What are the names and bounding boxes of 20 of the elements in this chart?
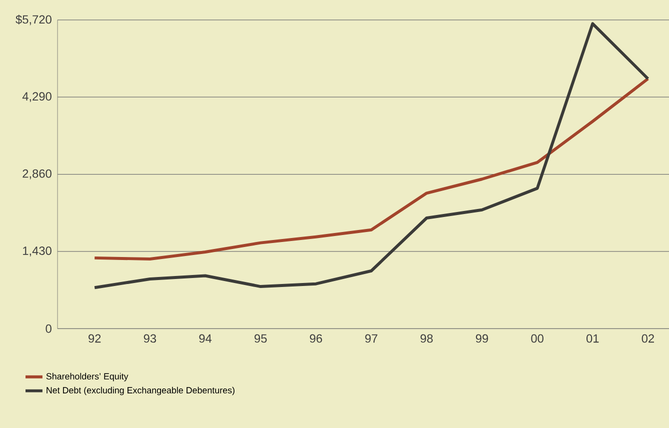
x-tick-label: 92 bbox=[88, 334, 101, 343]
legend-label: Shareholders’ Equity bbox=[46, 372, 128, 382]
y-tick-label: 4,290 bbox=[22, 92, 52, 102]
y-tick-label: $5,720 bbox=[16, 14, 52, 25]
x-tick-label: 98 bbox=[420, 334, 433, 343]
y-tick-label: 0 bbox=[46, 324, 52, 333]
y-tick-label: 1,430 bbox=[23, 246, 52, 256]
x-tick-label: 00 bbox=[531, 334, 544, 343]
x-tick-label: 96 bbox=[310, 334, 322, 343]
line-series bbox=[93, 77, 650, 260]
line-series bbox=[93, 22, 650, 289]
legend-label: Net Debt (excluding Exchangeable Debentures) bbox=[46, 386, 234, 396]
y-tick-label: 2,860 bbox=[22, 169, 52, 180]
x-tick-label: 97 bbox=[365, 334, 378, 343]
x-tick-label: 95 bbox=[254, 334, 267, 343]
x-tick-label: 02 bbox=[642, 334, 654, 343]
x-tick-label: 94 bbox=[199, 334, 212, 343]
x-tick-label: 93 bbox=[144, 334, 156, 343]
x-tick-label: 99 bbox=[476, 334, 488, 343]
x-tick-label: 01 bbox=[586, 334, 599, 343]
